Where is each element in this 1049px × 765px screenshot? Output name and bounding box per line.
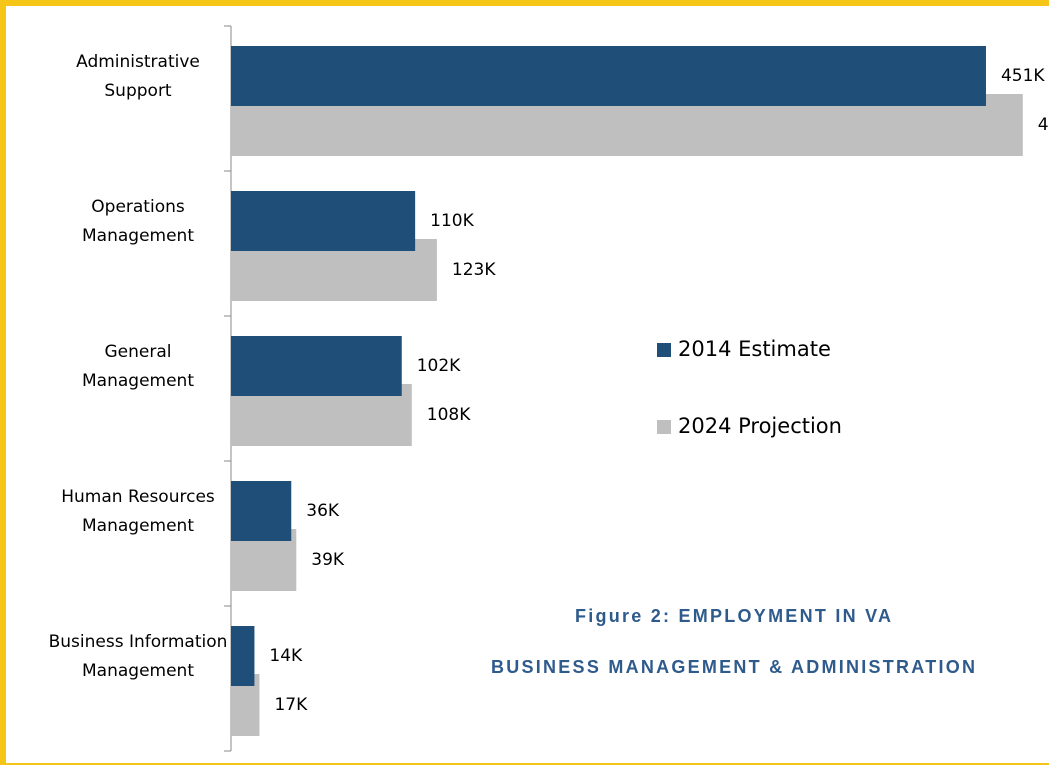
category-label: Operations Management <box>82 196 194 246</box>
category-label: General Management <box>82 341 194 391</box>
legend-label: 2014 Estimate <box>678 337 831 361</box>
value-label: 110K <box>430 211 474 231</box>
bar <box>231 336 402 396</box>
bar <box>231 191 416 251</box>
legend-swatch <box>657 420 671 434</box>
category-label: Business Information Management <box>48 631 228 681</box>
chart: Figure 2: EMPLOYMENT IN VA BUSINESS MANA… <box>224 25 1049 752</box>
value-label: 17K <box>274 695 308 715</box>
chart-title: Figure 2: EMPLOYMENT IN VA <box>575 606 891 626</box>
legend-label: 2024 Projection <box>678 414 842 438</box>
legend-swatch <box>657 343 671 357</box>
value-label: 39K <box>311 550 345 570</box>
chart-subtitle: BUSINESS MANAGEMENT & ADMINISTRATION <box>491 657 975 677</box>
value-label: 473K <box>1038 115 1049 135</box>
value-label: 108K <box>427 405 471 425</box>
bar <box>231 626 255 686</box>
value-label: 36K <box>306 501 340 521</box>
value-label: 123K <box>452 260 496 280</box>
category-label: Human Resources Management <box>61 486 215 536</box>
category-label: Administrative Support <box>76 51 200 101</box>
bar <box>231 46 986 106</box>
value-label: 451K <box>1001 66 1045 86</box>
value-label: 102K <box>417 356 461 376</box>
bar <box>231 481 292 541</box>
value-label: 14K <box>269 646 303 666</box>
